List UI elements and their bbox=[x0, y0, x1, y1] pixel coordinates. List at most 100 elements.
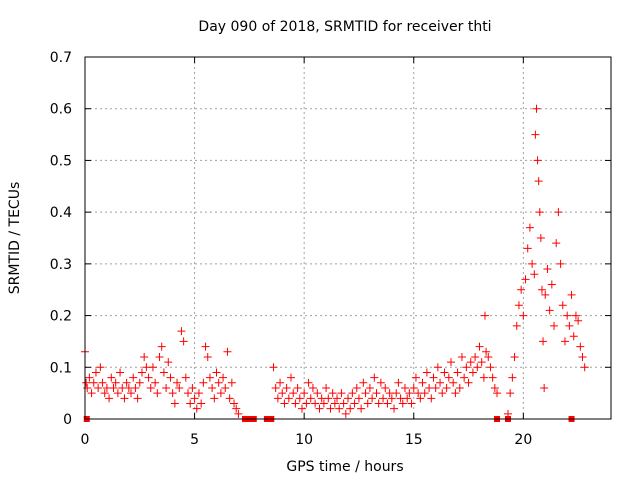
data-point bbox=[405, 389, 414, 398]
data-point bbox=[545, 306, 554, 315]
data-point bbox=[482, 347, 491, 356]
data-point bbox=[580, 363, 589, 372]
data-point bbox=[109, 383, 118, 392]
data-point bbox=[91, 368, 100, 377]
data-point bbox=[416, 394, 425, 403]
data-point bbox=[398, 399, 407, 408]
data-points bbox=[81, 104, 589, 422]
data-point bbox=[83, 383, 92, 392]
data-point bbox=[203, 352, 212, 361]
data-point bbox=[127, 389, 136, 398]
data-point bbox=[400, 383, 409, 392]
data-point bbox=[352, 383, 361, 392]
data-point bbox=[148, 363, 157, 372]
x-tick-label: 5 bbox=[190, 432, 199, 448]
data-point bbox=[447, 358, 456, 367]
data-point bbox=[159, 368, 168, 377]
data-point bbox=[473, 363, 482, 372]
data-point bbox=[87, 389, 96, 398]
data-point bbox=[322, 383, 331, 392]
data-point bbox=[186, 399, 195, 408]
data-point bbox=[512, 321, 521, 330]
data-point bbox=[133, 394, 142, 403]
y-tick-label: 0.7 bbox=[50, 50, 72, 66]
data-point bbox=[361, 389, 370, 398]
data-point bbox=[488, 373, 497, 382]
data-point bbox=[533, 156, 542, 165]
data-point bbox=[390, 404, 399, 413]
data-point bbox=[96, 363, 105, 372]
data-point bbox=[365, 383, 374, 392]
data-point bbox=[122, 378, 131, 387]
data-point bbox=[567, 290, 576, 299]
data-point bbox=[319, 399, 328, 408]
data-point bbox=[98, 378, 107, 387]
data-point bbox=[440, 368, 449, 377]
data-point bbox=[547, 280, 556, 289]
data-point bbox=[214, 378, 223, 387]
data-point bbox=[157, 342, 166, 351]
data-point bbox=[337, 389, 346, 398]
data-point bbox=[453, 368, 462, 377]
y-tick-label: 0.5 bbox=[50, 153, 72, 169]
data-point bbox=[184, 389, 193, 398]
data-point bbox=[451, 389, 460, 398]
data-point bbox=[315, 404, 324, 413]
data-point bbox=[335, 404, 344, 413]
data-point bbox=[192, 404, 201, 413]
data-point bbox=[326, 404, 335, 413]
data-point bbox=[354, 394, 363, 403]
data-point bbox=[407, 399, 416, 408]
data-point bbox=[328, 389, 337, 398]
data-point bbox=[517, 285, 526, 294]
data-point bbox=[534, 177, 543, 186]
data-point bbox=[177, 327, 186, 336]
data-point bbox=[370, 373, 379, 382]
x-tick-label: 0 bbox=[81, 432, 90, 448]
data-point bbox=[442, 383, 451, 392]
data-point bbox=[205, 373, 214, 382]
data-point bbox=[383, 399, 392, 408]
data-point bbox=[291, 399, 300, 408]
data-point bbox=[129, 373, 138, 382]
data-point bbox=[574, 316, 583, 325]
data-point bbox=[230, 399, 239, 408]
data-point bbox=[394, 378, 403, 387]
data-point bbox=[523, 244, 532, 253]
data-point bbox=[297, 404, 306, 413]
data-point bbox=[100, 389, 109, 398]
data-point bbox=[519, 311, 528, 320]
data-point bbox=[532, 104, 541, 113]
data-point bbox=[135, 378, 144, 387]
data-point bbox=[468, 368, 477, 377]
data-point bbox=[164, 358, 173, 367]
data-point bbox=[313, 389, 322, 398]
data-point bbox=[563, 311, 572, 320]
data-point bbox=[359, 378, 368, 387]
data-point bbox=[418, 378, 427, 387]
data-point bbox=[289, 389, 298, 398]
data-point bbox=[278, 389, 287, 398]
data-point bbox=[436, 378, 445, 387]
data-point bbox=[486, 363, 495, 372]
data-point bbox=[560, 337, 569, 346]
data-point bbox=[433, 363, 442, 372]
data-point bbox=[363, 399, 372, 408]
data-point bbox=[284, 394, 293, 403]
data-point bbox=[578, 352, 587, 361]
data-point bbox=[131, 383, 140, 392]
data-point bbox=[170, 399, 179, 408]
data-point bbox=[444, 373, 453, 382]
x-tick-label: 15 bbox=[405, 432, 423, 448]
data-point bbox=[449, 378, 458, 387]
data-point bbox=[455, 383, 464, 392]
data-point bbox=[221, 383, 230, 392]
data-point bbox=[137, 368, 146, 377]
data-point bbox=[348, 389, 357, 398]
data-point bbox=[223, 347, 232, 356]
data-point bbox=[105, 394, 114, 403]
data-point bbox=[357, 404, 366, 413]
data-point bbox=[514, 301, 523, 310]
data-point bbox=[471, 352, 480, 361]
